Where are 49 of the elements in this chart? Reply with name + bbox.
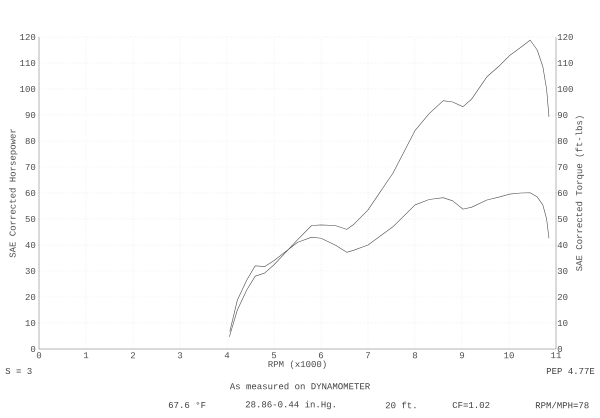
text: 20 ft. — [386, 402, 416, 408]
y2-tick-label: 10 — [558, 320, 568, 326]
text: 28.86-0.44 in.Hg. — [246, 400, 335, 410]
x-tick-label: 0 — [36, 352, 42, 358]
y-tick-label: 10 — [26, 320, 36, 326]
y-tick-label: 80 — [26, 138, 36, 144]
y2-tick-label: 80 — [558, 138, 568, 144]
text: S = 3 — [6, 368, 32, 374]
y-tick-label: 20 — [26, 294, 36, 300]
y-tick-label: 50 — [26, 216, 36, 222]
x-tick-label: 2 — [130, 352, 136, 358]
x-tick-label: 5 — [272, 352, 276, 358]
y2-tick-label: 110 — [558, 60, 573, 66]
x-tick-label: 7 — [366, 352, 370, 358]
x-tick-label: 4 — [224, 352, 230, 358]
y2-tick-label: 100 — [558, 86, 573, 92]
y2-tick-label: 20 — [558, 294, 568, 300]
text: RPM/MPH=78 — [536, 402, 589, 408]
y-tick-label: 60 — [26, 190, 36, 196]
y-tick-label: 0 — [30, 346, 36, 352]
text: PEP 4.77E — [546, 368, 594, 374]
text: 67.6 °F — [168, 402, 206, 408]
x-tick-label: 3 — [178, 352, 182, 358]
y2-tick-label: 50 — [558, 216, 568, 222]
x-tick-label: 11 — [551, 352, 561, 358]
y-tick-label: 40 — [25, 242, 36, 248]
text: As measured on DYNAMOMETER — [230, 382, 370, 390]
y2-axis-title: SAE Corrected Torque (ft-lbs) — [576, 116, 584, 271]
x-axis-title: RPM (x1000) — [268, 360, 326, 369]
y-tick-label: 120 — [20, 34, 36, 40]
y-tick-label: 70 — [26, 164, 36, 170]
y2-tick-label: 40 — [558, 242, 568, 248]
text: CF=1.02 — [452, 402, 490, 408]
y2-tick-label: 70 — [558, 164, 568, 170]
x-tick-label: 9 — [460, 352, 464, 358]
x-tick-label: 6 — [318, 352, 324, 358]
y2-tick-label: 120 — [558, 34, 573, 40]
y-axis-title: SAE Corrected Horsepower — [9, 129, 18, 258]
y2-tick-label: 60 — [558, 190, 568, 196]
x-tick-label: 10 — [504, 352, 514, 358]
x-tick-label: 1 — [84, 352, 88, 358]
x-tick-label: 8 — [412, 352, 418, 358]
y-tick-label: 110 — [20, 60, 36, 66]
y-tick-label: 90 — [26, 112, 36, 118]
y2-tick-label: 90 — [558, 112, 568, 118]
y-tick-label: 30 — [26, 268, 36, 274]
y2-tick-label: 0 — [558, 346, 562, 352]
y-tick-label: 100 — [20, 86, 36, 92]
y2-tick-label: 30 — [558, 268, 568, 274]
